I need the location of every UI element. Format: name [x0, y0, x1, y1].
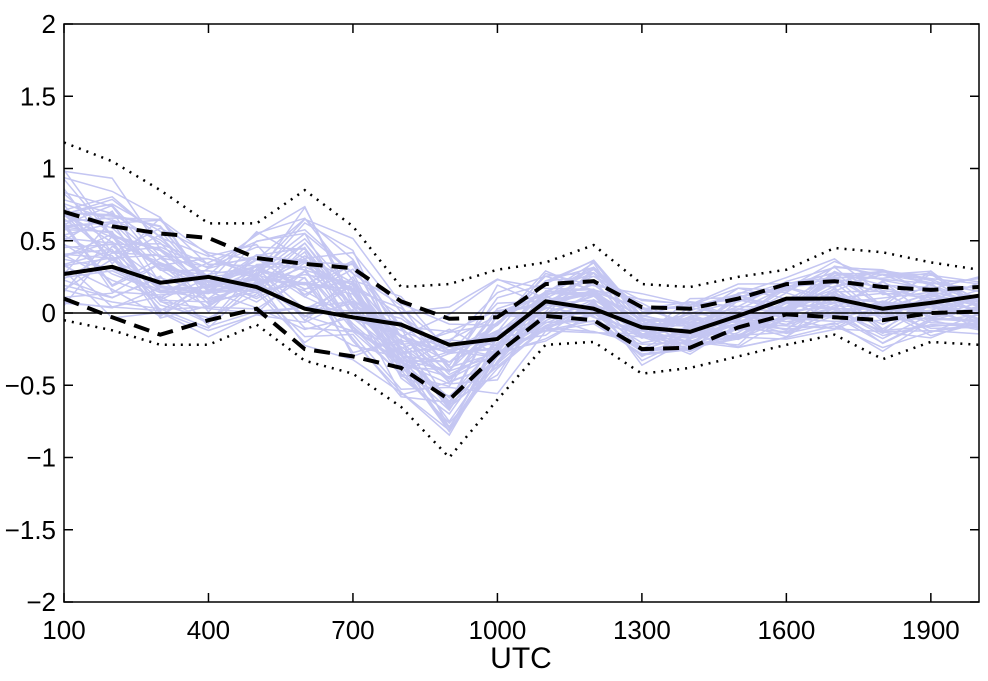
x-axis-label: UTC	[490, 642, 552, 675]
ensemble-member-line	[63, 269, 980, 430]
ensemble-member-line	[63, 209, 980, 356]
ensemble-member-line	[63, 254, 980, 412]
x-tick-label: 1600	[757, 615, 815, 645]
ensemble-member-line	[63, 262, 980, 404]
y-tick-label: −0.5	[5, 370, 56, 400]
y-tick-label: 0	[42, 298, 56, 328]
ensemble-member-line	[63, 211, 980, 313]
ensemble-member-line	[63, 233, 980, 346]
ensemble-member-line	[63, 254, 980, 407]
ensemble-member-line	[63, 193, 980, 355]
lower-dotted-line	[63, 318, 980, 460]
x-tick-label: 700	[331, 615, 374, 645]
y-tick-label: −1.5	[5, 515, 56, 545]
y-tick-label: 1	[42, 154, 56, 184]
x-axis-ticks: 100 400 700 1000 1300 1600 1900	[42, 24, 960, 645]
y-tick-label: 1.5	[20, 81, 56, 111]
x-tick-label: 400	[187, 615, 230, 645]
ensemble-member-line	[63, 191, 980, 374]
y-tick-label: −1	[26, 443, 56, 473]
y-tick-label: 0.5	[20, 226, 56, 256]
upper-dashed-line	[63, 209, 980, 321]
x-tick-label: 1900	[902, 615, 960, 645]
ensemble-lines	[63, 169, 980, 437]
x-tick-label: 1300	[613, 615, 671, 645]
y-axis-ticks: −2 −1.5 −1 −0.5 0 0.5 1 1.5 2	[5, 9, 979, 617]
x-tick-label: 100	[42, 615, 85, 645]
y-tick-label: 2	[42, 9, 56, 39]
y-tick-label: −2	[26, 587, 56, 617]
mean-line	[63, 264, 980, 347]
ensemble-member-line	[63, 270, 980, 385]
ensemble-member-line	[63, 176, 980, 350]
ensemble-member-line	[63, 262, 980, 396]
lower-dashed-line	[63, 296, 980, 403]
summary-series	[63, 141, 980, 460]
x-tick-label: 1000	[468, 615, 526, 645]
